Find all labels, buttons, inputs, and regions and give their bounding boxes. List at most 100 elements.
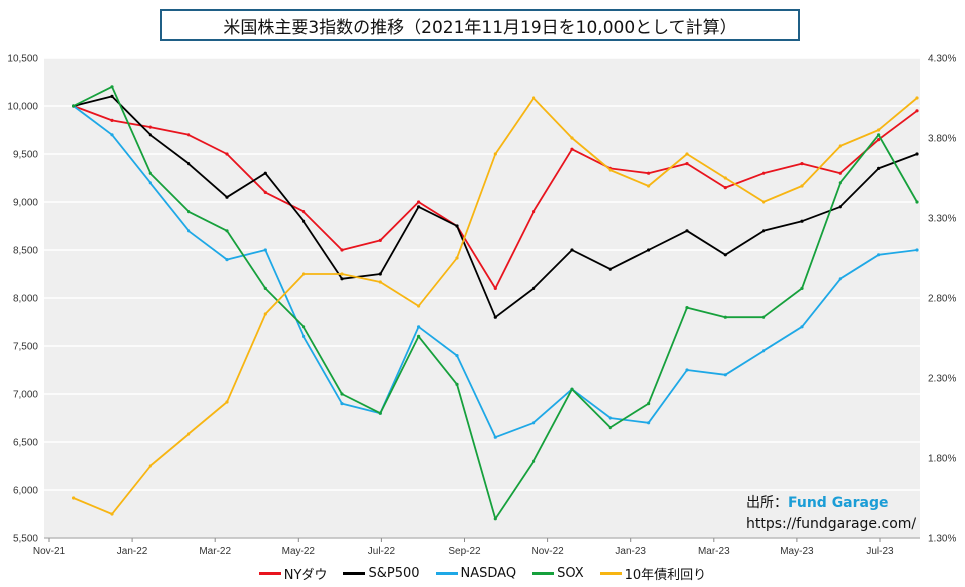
data-point (110, 512, 114, 516)
x-tick-label: May-23 (780, 546, 814, 557)
data-point (455, 256, 459, 260)
data-point (378, 238, 382, 242)
data-point (187, 210, 191, 214)
data-point (455, 382, 459, 386)
data-point (685, 162, 689, 166)
data-point (762, 171, 766, 175)
data-point (302, 272, 306, 276)
y-left-tick-label: 6,500 (13, 438, 38, 449)
y-right-tick-label: 1.80% (928, 454, 956, 465)
data-point (762, 315, 766, 319)
y-left-tick-label: 9,000 (13, 198, 38, 209)
data-point (302, 210, 306, 214)
data-point (340, 402, 344, 406)
data-point (877, 128, 881, 132)
data-point (148, 133, 152, 137)
data-point (723, 253, 727, 257)
legend-swatch (435, 572, 458, 575)
data-point (225, 152, 229, 156)
y-right-tick-label: 2.80% (928, 294, 956, 305)
data-point (378, 272, 382, 276)
x-tick-label: Nov-22 (531, 546, 564, 557)
data-point (225, 195, 229, 199)
legend-swatch (258, 572, 281, 575)
data-point (570, 147, 574, 151)
y-left-tick-label: 5,500 (13, 534, 38, 545)
data-point (110, 85, 114, 89)
data-point (838, 181, 842, 185)
data-point (225, 400, 229, 404)
data-point (302, 334, 306, 338)
data-point (225, 229, 229, 233)
legend-label: NYダウ (283, 568, 328, 583)
data-point (647, 421, 651, 425)
legend-label: S&P500 (368, 566, 420, 581)
legend-item: 10年債利回り (599, 564, 706, 583)
data-point (877, 133, 881, 137)
data-point (455, 224, 459, 228)
y-left-tick-label: 10,500 (7, 54, 38, 65)
data-point (838, 277, 842, 281)
x-tick-label: May-22 (282, 546, 316, 557)
data-point (685, 229, 689, 233)
data-point (838, 171, 842, 175)
legend-item: S&P500 (343, 564, 420, 583)
data-point (570, 387, 574, 391)
data-point (762, 349, 766, 353)
y-right-tick-label: 4.30% (928, 54, 956, 65)
legend-swatch (532, 572, 555, 575)
data-point (187, 162, 191, 166)
data-point (915, 152, 919, 156)
data-point (148, 464, 152, 468)
y-right-tick-label: 3.80% (928, 134, 956, 145)
data-point (493, 435, 497, 439)
data-point (455, 354, 459, 358)
x-tick-label: Jan-22 (117, 546, 148, 557)
data-point (838, 144, 842, 148)
data-point (723, 373, 727, 377)
legend-label: NASDAQ (460, 566, 517, 581)
y-left-tick-label: 7,000 (13, 390, 38, 401)
data-point (800, 325, 804, 329)
y-left-tick-label: 8,000 (13, 294, 38, 305)
y-left-tick-label: 8,500 (13, 246, 38, 257)
x-tick-label: Mar-23 (698, 546, 730, 557)
x-tick-label: Jan-23 (615, 546, 646, 557)
data-point (838, 205, 842, 209)
legend-swatch (343, 572, 366, 575)
data-point (647, 248, 651, 252)
x-tick-label: Nov-21 (33, 546, 66, 557)
y-left-tick-label: 6,000 (13, 486, 38, 497)
data-point (72, 496, 76, 500)
data-point (417, 200, 421, 204)
data-point (723, 315, 727, 319)
data-point (532, 459, 536, 463)
data-point (72, 104, 76, 108)
legend-label: SOX (557, 566, 584, 581)
data-point (263, 286, 267, 290)
data-point (877, 138, 881, 142)
data-point (570, 136, 574, 140)
x-tick-label: Sep-22 (448, 546, 481, 557)
y-right-tick-label: 3.30% (928, 214, 956, 225)
data-point (532, 421, 536, 425)
data-point (915, 109, 919, 113)
data-point (340, 248, 344, 252)
data-point (340, 277, 344, 281)
data-point (110, 118, 114, 122)
source-url: https://fundgarage.com/ (746, 516, 917, 532)
data-point (378, 280, 382, 284)
data-point (685, 306, 689, 310)
data-point (723, 186, 727, 190)
data-point (187, 229, 191, 233)
y-right-tick-label: 1.30% (928, 534, 956, 545)
x-tick-label: Jul-22 (368, 546, 396, 557)
data-point (915, 200, 919, 204)
data-point (608, 416, 612, 420)
source-prefix: 出所： (746, 495, 788, 511)
y-left-tick-label: 7,500 (13, 342, 38, 353)
data-point (532, 286, 536, 290)
data-point (570, 248, 574, 252)
data-point (493, 286, 497, 290)
